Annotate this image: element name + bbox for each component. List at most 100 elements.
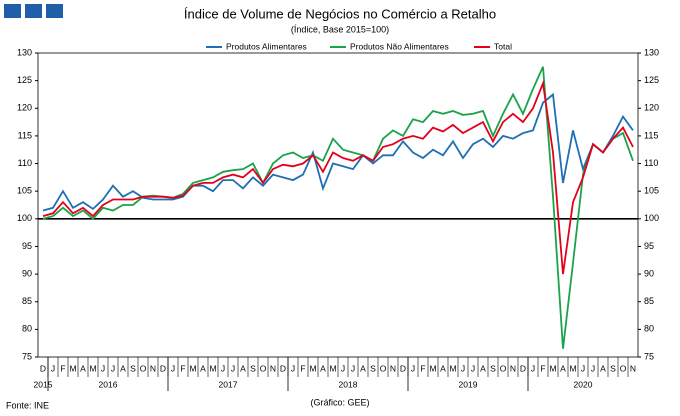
y-tick-label: 90 [22, 268, 32, 278]
x-tick-label: A [360, 363, 366, 373]
year-label: 2015 [34, 379, 53, 389]
x-tick-label: M [449, 363, 456, 373]
y-tick-label: 100 [17, 213, 32, 223]
x-tick-label: A [440, 363, 446, 373]
x-tick-label: J [341, 363, 345, 373]
x-tick-label: A [80, 363, 86, 373]
x-tick-label: D [40, 363, 46, 373]
y-tick-label: 130 [17, 47, 32, 57]
y2-tick-label: 90 [644, 268, 654, 278]
x-tick-label: S [130, 363, 136, 373]
source: Fonte: INE [6, 400, 49, 410]
y-tick-label: 125 [17, 75, 32, 85]
x-tick-label: M [329, 363, 336, 373]
x-tick-label: J [411, 363, 415, 373]
x-tick-label: M [549, 363, 556, 373]
x-tick-label: N [150, 363, 156, 373]
year-label: 2019 [459, 379, 478, 389]
logo [25, 4, 42, 18]
x-tick-label: O [140, 363, 147, 373]
x-tick-label: J [101, 363, 105, 373]
x-tick-label: S [490, 363, 496, 373]
x-tick-label: O [260, 363, 267, 373]
x-tick-label: A [320, 363, 326, 373]
chart-title: Índice de Volume de Negócios no Comércio… [184, 6, 496, 21]
year-label: 2020 [574, 379, 593, 389]
x-tick-label: J [171, 363, 175, 373]
x-tick-label: O [500, 363, 507, 373]
y2-tick-label: 115 [644, 130, 658, 140]
x-tick-label: M [89, 363, 96, 373]
y2-tick-label: 95 [644, 241, 654, 251]
x-tick-label: J [351, 363, 355, 373]
logo [46, 4, 63, 18]
x-tick-label: F [300, 363, 305, 373]
x-tick-label: M [429, 363, 436, 373]
y-tick-label: 80 [22, 324, 32, 334]
y-tick-label: 75 [22, 351, 32, 361]
x-tick-label: J [111, 363, 115, 373]
year-label: 2016 [99, 379, 118, 389]
x-tick-label: A [480, 363, 486, 373]
x-tick-label: O [620, 363, 627, 373]
legend-label: Produtos Não Alimentares [350, 41, 449, 51]
y2-tick-label: 85 [644, 296, 654, 306]
x-tick-label: A [560, 363, 566, 373]
x-tick-label: A [600, 363, 606, 373]
y2-tick-label: 120 [644, 103, 659, 113]
x-tick-label: A [200, 363, 206, 373]
x-tick-label: D [160, 363, 166, 373]
logo [4, 4, 21, 18]
series-line [42, 79, 634, 275]
x-tick-label: M [569, 363, 576, 373]
x-tick-label: J [231, 363, 235, 373]
x-tick-label: F [420, 363, 425, 373]
y2-tick-label: 125 [644, 75, 659, 85]
y-tick-label: 85 [22, 296, 32, 306]
x-tick-label: S [610, 363, 616, 373]
x-tick-label: S [250, 363, 256, 373]
x-tick-label: N [510, 363, 516, 373]
x-tick-label: M [209, 363, 216, 373]
x-tick-label: J [221, 363, 225, 373]
x-tick-label: F [540, 363, 545, 373]
chart-subtitle: (Índice, Base 2015=100) [291, 24, 389, 34]
x-tick-label: O [380, 363, 387, 373]
y-tick-label: 95 [22, 241, 32, 251]
y-tick-label: 105 [17, 186, 32, 196]
x-tick-label: J [581, 363, 585, 373]
y2-tick-label: 105 [644, 186, 659, 196]
y-tick-label: 115 [18, 130, 32, 140]
x-tick-label: S [370, 363, 376, 373]
y2-tick-label: 110 [644, 158, 658, 168]
x-tick-label: N [270, 363, 276, 373]
x-tick-label: D [280, 363, 286, 373]
y-tick-label: 120 [17, 103, 32, 113]
y2-tick-label: 80 [644, 324, 654, 334]
x-tick-label: J [591, 363, 595, 373]
legend-label: Produtos Alimentares [226, 41, 307, 51]
series-line [42, 92, 634, 212]
x-tick-label: D [520, 363, 526, 373]
x-tick-label: J [291, 363, 295, 373]
x-tick-label: A [120, 363, 126, 373]
x-tick-label: J [461, 363, 465, 373]
x-tick-label: J [471, 363, 475, 373]
x-tick-label: D [400, 363, 406, 373]
series-line [42, 66, 634, 349]
y2-tick-label: 130 [644, 47, 659, 57]
x-tick-label: M [189, 363, 196, 373]
x-tick-label: F [60, 363, 65, 373]
x-tick-label: M [309, 363, 316, 373]
y-tick-label: 110 [18, 158, 32, 168]
x-tick-label: J [531, 363, 535, 373]
y2-tick-label: 100 [644, 213, 659, 223]
x-tick-label: N [390, 363, 396, 373]
x-tick-label: F [180, 363, 185, 373]
y2-tick-label: 75 [644, 351, 654, 361]
x-tick-label: J [51, 363, 55, 373]
year-label: 2018 [339, 379, 358, 389]
legend-label: Total [494, 41, 512, 51]
credit: (Gráfico: GEE) [310, 397, 369, 407]
